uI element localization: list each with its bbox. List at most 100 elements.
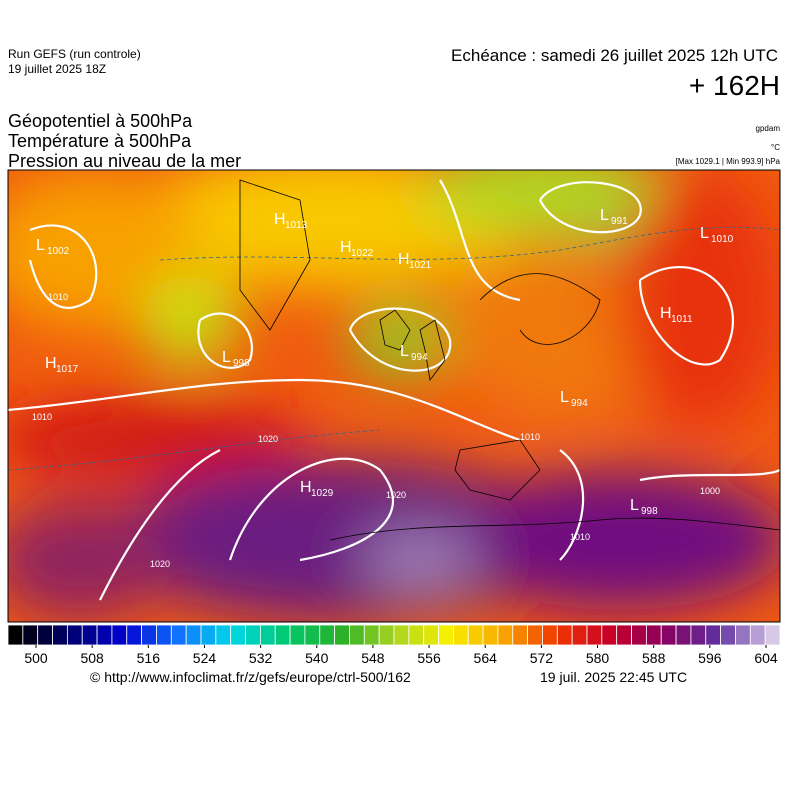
- colorbar-tick-label: 532: [249, 650, 273, 666]
- colorbar-tick-label: 572: [530, 650, 554, 666]
- colorbar-swatch: [141, 624, 157, 646]
- colorbar-swatch: [497, 624, 514, 646]
- center-value: 1029: [311, 488, 334, 499]
- center-value: 1002: [47, 246, 70, 257]
- colorbar-swatch: [185, 624, 202, 646]
- center-value: 1013: [285, 220, 308, 231]
- colorbar-swatch: [7, 624, 24, 646]
- center-letter: H: [340, 239, 352, 256]
- center-value: 994: [411, 352, 428, 363]
- colorbar-swatch: [542, 624, 558, 646]
- center-value: 994: [571, 398, 588, 409]
- colorbar-swatch: [556, 624, 573, 646]
- center-letter: L: [700, 225, 709, 242]
- colorbar-swatch: [764, 624, 781, 646]
- colorbar-swatch: [720, 624, 736, 646]
- center-letter: L: [600, 207, 609, 224]
- colorbar-swatch: [527, 624, 543, 646]
- colorbar-tick-label: 548: [361, 650, 385, 666]
- run-label: Run GEFS (run controle): [8, 47, 141, 61]
- field-3: Pression au niveau de la mer: [8, 151, 241, 171]
- colorbar-swatch: [170, 624, 187, 646]
- center-letter: H: [398, 251, 410, 268]
- colorbar-swatch: [230, 624, 246, 646]
- center-value: 1017: [56, 364, 79, 375]
- colorbar-swatch: [349, 624, 365, 646]
- colorbar-swatch: [482, 624, 499, 646]
- colorbar-swatch: [467, 624, 484, 646]
- isobar-label: 1010: [32, 412, 52, 422]
- isobar-label: 1010: [48, 292, 68, 302]
- colorbar-swatch: [408, 624, 425, 646]
- colorbar-tick-label: 540: [305, 650, 329, 666]
- center-value: 1022: [351, 248, 374, 259]
- map-frame: [7, 169, 781, 623]
- isobar-label: 1010: [520, 432, 540, 442]
- generated-time: 19 juil. 2025 22:45 UTC: [540, 669, 687, 685]
- run-date: 19 juillet 2025 18Z: [8, 62, 106, 76]
- center-letter: H: [274, 211, 286, 228]
- colorbar-swatch: [675, 624, 692, 646]
- colorbar-tick-label: 556: [417, 650, 441, 666]
- isobar-label: 1020: [150, 559, 170, 569]
- isobar-label: 1020: [386, 490, 406, 500]
- center-letter: H: [300, 479, 312, 496]
- colorbar-swatch: [438, 624, 454, 646]
- colorbar-swatch: [363, 624, 380, 646]
- center-letter: H: [45, 355, 57, 372]
- colorbar-tick-label: 580: [586, 650, 610, 666]
- colorbar-swatch: [645, 624, 662, 646]
- unit-gpdam: gpdam: [756, 124, 781, 133]
- colorbar-swatch: [660, 624, 677, 646]
- colorbar-tick-label: 588: [642, 650, 666, 666]
- center-value: 998: [641, 506, 658, 517]
- colorbar-swatch: [571, 624, 588, 646]
- colorbar-swatch: [37, 624, 53, 646]
- colorbar-swatch: [245, 624, 261, 646]
- center-letter: L: [400, 343, 409, 360]
- center-value: 998: [233, 358, 250, 369]
- isobar-label: 1020: [258, 434, 278, 444]
- colorbar-swatch: [616, 624, 632, 646]
- colorbar-swatch: [259, 624, 276, 646]
- colorbar-swatch: [304, 624, 321, 646]
- colorbar-tick-label: 604: [754, 650, 778, 666]
- colorbar-swatch: [334, 624, 350, 646]
- colorbar-swatch: [601, 624, 618, 646]
- colorbar-swatch: [631, 624, 647, 646]
- center-letter: H: [660, 305, 672, 322]
- colorbar-tick-label: 596: [698, 650, 722, 666]
- colorbar-tick-label: 524: [193, 650, 217, 666]
- center-letter: L: [36, 237, 45, 254]
- colorbar-swatch: [200, 624, 217, 646]
- colorbar-tick-label: 564: [474, 650, 498, 666]
- colorbar-swatch: [378, 624, 395, 646]
- colorbar-tick-label: 500: [24, 650, 48, 666]
- isobar-label: 1010: [570, 532, 590, 542]
- lead-time: + 162H: [689, 70, 780, 101]
- colorbar-swatch: [111, 624, 128, 646]
- center-value: 991: [611, 216, 628, 227]
- colorbar-swatch: [22, 624, 39, 646]
- colorbar-swatch: [156, 624, 172, 646]
- colorbar-swatch: [274, 624, 291, 646]
- colorbar-swatch: [690, 624, 707, 646]
- valid-time: Echéance : samedi 26 juillet 2025 12h UT…: [451, 46, 778, 65]
- colorbar-swatch: [126, 624, 143, 646]
- colorbar-swatch: [735, 624, 751, 646]
- field-2: Température à 500hPa: [8, 131, 192, 151]
- pressure-range: [Max 1029.1 | Min 993.9] hPa: [676, 157, 781, 166]
- colorbar-swatch: [749, 624, 766, 646]
- center-value: 1011: [671, 314, 693, 325]
- colorbar-swatch: [81, 624, 98, 646]
- center-letter: L: [560, 389, 569, 406]
- unit-celsius: °C: [771, 143, 780, 152]
- colorbar-tick-label: 516: [137, 650, 161, 666]
- colorbar-swatch: [452, 624, 469, 646]
- source-url: © http://www.infoclimat.fr/z/gefs/europe…: [90, 669, 411, 685]
- center-letter: L: [630, 497, 639, 514]
- colorbar-swatch: [96, 624, 113, 646]
- center-value: 1021: [409, 260, 432, 271]
